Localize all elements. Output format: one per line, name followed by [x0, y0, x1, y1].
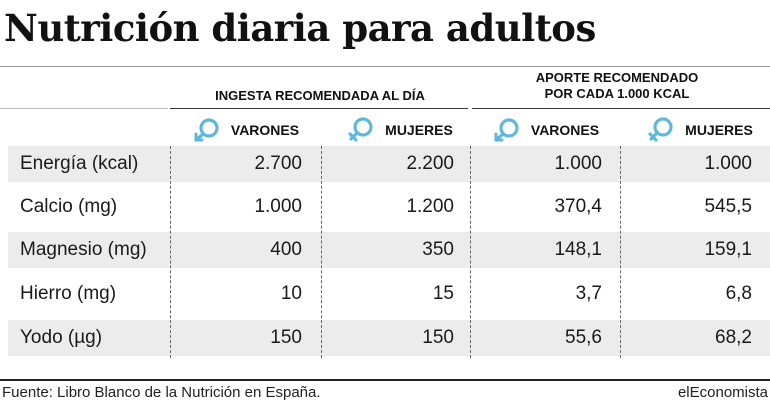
- group-aporte-underline: [472, 108, 770, 109]
- page-title: Nutrición diaria para adultos: [4, 6, 596, 50]
- female-symbol-icon: [347, 117, 375, 143]
- table-row-magnesio: Magnesio (mg) 400 350 148,1 159,1: [8, 232, 770, 268]
- cell-value: 370,4: [554, 196, 602, 217]
- row-label: Hierro (mg): [20, 283, 117, 304]
- column-header-varones-ingesta: VARONES: [176, 116, 316, 144]
- source-note: Fuente: Libro Blanco de la Nutrición en …: [2, 384, 321, 401]
- male-symbol-icon: [493, 117, 521, 143]
- group-header-aporte: APORTE RECOMENDADO POR CADA 1.000 KCAL: [472, 70, 762, 102]
- cell-value: 3,7: [575, 283, 602, 304]
- column-header-label: VARONES: [230, 122, 300, 138]
- footer-divider: [0, 379, 770, 381]
- table-row-energia: Energía (kcal) 2.700 2.200 1.000 1.000: [8, 146, 770, 182]
- cell-value: 148,1: [554, 239, 602, 260]
- cell-value: 68,2: [715, 327, 752, 348]
- cell-value: 159,1: [704, 239, 752, 260]
- title-divider: [0, 66, 770, 67]
- female-symbol-icon: [647, 117, 675, 143]
- column-header-label: MUJERES: [685, 122, 753, 138]
- cell-value: 10: [280, 283, 302, 304]
- label-column-divider: [0, 108, 168, 109]
- group-header-ingesta: INGESTA RECOMENDADA AL DÍA: [172, 88, 468, 104]
- row-label: Energía (kcal): [20, 153, 139, 174]
- cell-value: 6,8: [725, 283, 752, 304]
- cell-value: 1.000: [554, 153, 602, 174]
- column-divider: [170, 146, 171, 358]
- cell-value: 1.200: [406, 196, 454, 217]
- row-label: Magnesio (mg): [20, 239, 147, 260]
- group-header-ingesta-label: INGESTA RECOMENDADA AL DÍA: [215, 88, 425, 103]
- cell-value: 2.700: [254, 153, 302, 174]
- table-row-hierro: Hierro (mg) 10 15 3,7 6,8: [8, 276, 770, 312]
- column-divider: [470, 146, 471, 358]
- cell-value: 545,5: [704, 196, 752, 217]
- cell-value: 1.000: [254, 196, 302, 217]
- row-label: Calcio (mg): [20, 196, 118, 217]
- group-header-aporte-line2: POR CADA 1.000 KCAL: [544, 86, 690, 101]
- cell-value: 55,6: [565, 327, 602, 348]
- brand-logo: elEconomista: [677, 384, 768, 401]
- group-ingesta-underline: [170, 108, 468, 109]
- cell-value: 150: [422, 327, 454, 348]
- column-header-mujeres-aporte: MUJERES: [630, 116, 770, 144]
- group-header-aporte-line1: APORTE RECOMENDADO: [535, 70, 699, 85]
- cell-value: 1.000: [704, 153, 752, 174]
- column-header-varones-aporte: VARONES: [476, 116, 616, 144]
- column-header-label: VARONES: [530, 122, 600, 138]
- table-row-calcio: Calcio (mg) 1.000 1.200 370,4 545,5: [8, 189, 770, 225]
- column-divider: [321, 146, 322, 358]
- cell-value: 350: [422, 239, 454, 260]
- cell-value: 150: [270, 327, 302, 348]
- table-row-yodo: Yodo (µg) 150 150 55,6 68,2: [8, 320, 770, 356]
- male-symbol-icon: [193, 117, 221, 143]
- column-header-mujeres-ingesta: MUJERES: [330, 116, 470, 144]
- row-label: Yodo (µg): [20, 327, 103, 348]
- cell-value: 2.200: [406, 153, 454, 174]
- cell-value: 15: [432, 283, 454, 304]
- column-header-label: MUJERES: [385, 122, 453, 138]
- cell-value: 400: [270, 239, 302, 260]
- column-divider: [620, 146, 621, 358]
